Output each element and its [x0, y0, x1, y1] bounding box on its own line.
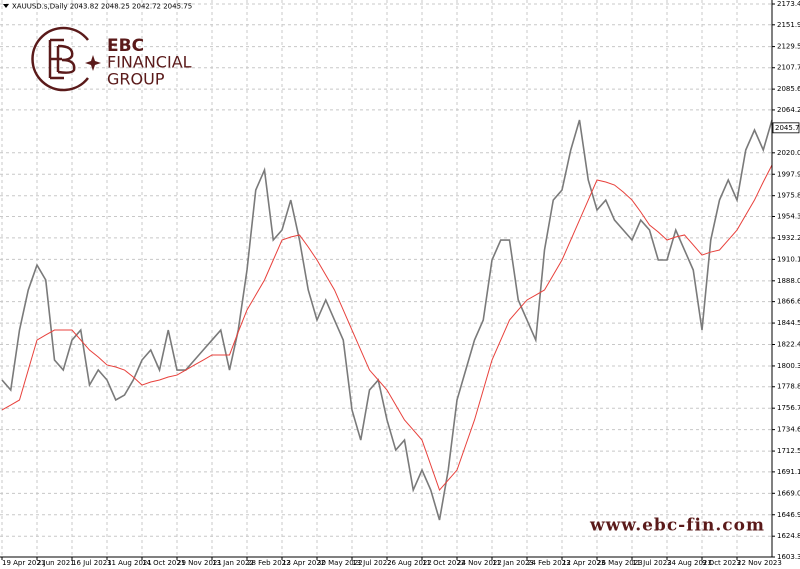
- x-tick-label: 26 Aug 2022: [387, 559, 432, 567]
- y-tick-label: 1691.10: [777, 468, 800, 476]
- x-tick-label: 24 Aug 2023: [667, 559, 712, 567]
- last-price-box: [772, 122, 800, 134]
- x-tick-label: 14 Oct 2021: [142, 559, 185, 567]
- y-tick-label: 1844.50: [777, 319, 800, 327]
- website: www.ebc-fin.com: [589, 516, 765, 536]
- x-tick-label: 22 Nov 2023: [737, 559, 782, 567]
- x-tick-label: 11 Jan 2023: [492, 559, 534, 567]
- grid: [0, 0, 772, 558]
- plot: [1, 119, 773, 521]
- x-tick-label: 13 Jan 2022: [212, 559, 254, 567]
- y-tick-label: 1800.30: [777, 362, 800, 370]
- x-tick-label: 9 Oct 2023: [702, 559, 741, 567]
- y-tick-label: 1954.35: [777, 212, 800, 220]
- y-tick-label: 2064.20: [777, 106, 800, 114]
- logo: EBC FINANCIAL GROUP: [31, 26, 192, 92]
- brand-name: EBC: [107, 36, 144, 56]
- x-tick-label: 29 Nov 2021: [177, 559, 222, 567]
- y-tick-label: 1624.80: [777, 532, 800, 540]
- logo-ring: [31, 26, 89, 92]
- x-tick-label: 11 Jul 2023: [632, 559, 672, 567]
- series-line: [1, 119, 773, 521]
- x-tick-label: 16 Jul 2021: [72, 559, 112, 567]
- y-tick-label: 1603.35: [777, 553, 800, 561]
- x-tick-label: 13 Apr 2022: [282, 559, 325, 567]
- y-tick-label: 1734.65: [777, 426, 800, 434]
- x-tick-label: 11 Oct 2022: [422, 559, 465, 567]
- y-tick-label: 2107.70: [777, 64, 800, 72]
- y-tick-label: 1822.40: [777, 341, 800, 349]
- x-tick-label: 13 Jul 2022: [352, 559, 392, 567]
- logo-star: [85, 55, 101, 71]
- y-tick-label: 1997.90: [777, 170, 800, 178]
- y-tick-label: 1778.85: [777, 383, 800, 391]
- brand-line: GROUP: [107, 70, 165, 89]
- series-line: [1, 164, 773, 491]
- y-tick-label: 1910.15: [777, 255, 800, 263]
- y-tick-label: 1932.25: [777, 234, 800, 242]
- menu-arrow: [3, 4, 9, 8]
- y-tick-label: 2129.50: [777, 43, 800, 51]
- brand-line: FINANCIAL: [107, 53, 192, 72]
- y-tick-label: 1646.90: [777, 511, 800, 519]
- y-tick-label: 2173.40: [777, 0, 800, 8]
- logo-monogram: [48, 38, 76, 80]
- x-tick-label: 2 Jun 2021: [37, 559, 75, 567]
- y-tick-label: 1756.75: [777, 404, 800, 412]
- x-tick-label: 31 Aug 2021: [107, 559, 152, 567]
- x-tick-label: 30 May 2022: [317, 559, 363, 567]
- y-tick-label: 2151.95: [777, 21, 800, 29]
- y-tick-label: 2020.00: [777, 149, 800, 157]
- last-price-label: 2045.75: [775, 124, 800, 132]
- x-tick-label: 28 Feb 2022: [247, 559, 291, 567]
- y-tick-label: 1712.55: [777, 447, 800, 455]
- y-tick-label: 1975.80: [777, 192, 800, 200]
- x-tick-label: 12 Apr 2023: [562, 559, 605, 567]
- x-tick-label: 26 May 2023: [597, 559, 643, 567]
- y-tick-label: 1866.60: [777, 298, 800, 306]
- x-tick-label: 19 Apr 2021: [2, 559, 45, 567]
- y-tick-label: 2085.65: [777, 85, 800, 93]
- chart-title: XAUUSD.s,Daily 2043.82 2048.25 2042.72 2…: [12, 3, 192, 11]
- x-tick-label: 24 Nov 2022: [457, 559, 502, 567]
- y-tick-label: 1888.05: [777, 277, 800, 285]
- x-tick-label: 24 Feb 2023: [527, 559, 571, 567]
- y-tick-label: 1669.00: [777, 489, 800, 497]
